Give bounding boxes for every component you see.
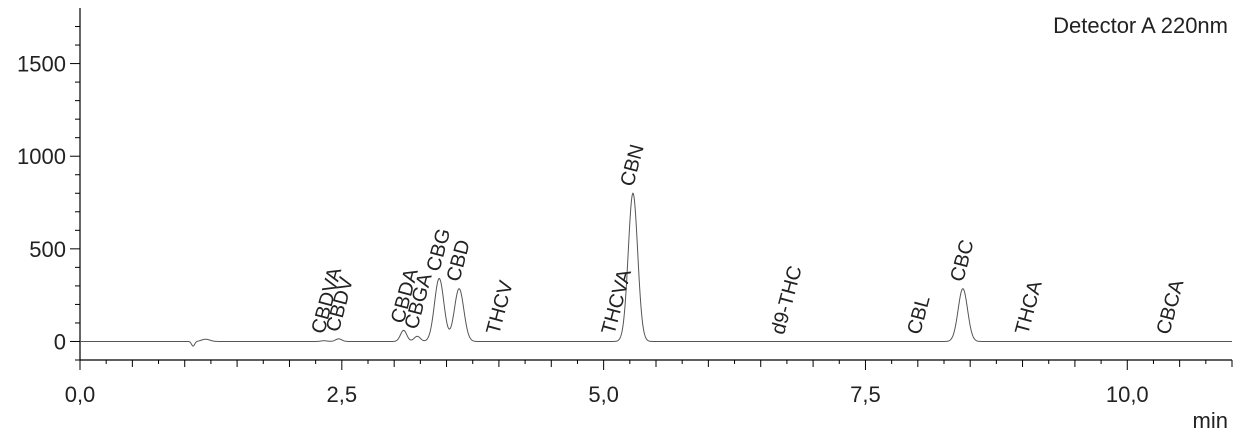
x-axis-unit-label: min (1193, 408, 1228, 433)
x-tick-label: 5,0 (588, 382, 619, 407)
axes (79, 8, 1232, 361)
peak-label-thca: THCA (1011, 278, 1047, 337)
y-tick-label: 500 (29, 237, 66, 262)
y-ticks: 0 500 1000 1500 (17, 26, 80, 361)
y-tick-label: 0 (54, 329, 66, 354)
peak-label-cbc: CBC (946, 238, 978, 284)
x-ticks: 0,0 2,5 5,0 7,5 10,0 (65, 360, 1233, 407)
peak-label-d9-thc: d9-THC (767, 263, 806, 336)
chromatogram-trace (80, 192, 1232, 347)
y-tick-label: 1000 (17, 144, 66, 169)
peak-label-cbca: CBCA (1153, 277, 1189, 337)
peak-label-cbl: CBL (903, 294, 934, 337)
x-tick-label: 10,0 (1106, 382, 1149, 407)
peak-label-thcva: THCVA (598, 266, 637, 336)
y-tick-label: 1500 (17, 52, 66, 77)
x-tick-label: 7,5 (850, 382, 881, 407)
x-tick-label: 2,5 (327, 382, 358, 407)
peak-label-thcv: THCV (482, 278, 518, 337)
detector-label: Detector A 220nm (1053, 13, 1228, 38)
x-tick-label: 0,0 (65, 382, 96, 407)
peak-label-cbn: CBN (617, 142, 649, 188)
